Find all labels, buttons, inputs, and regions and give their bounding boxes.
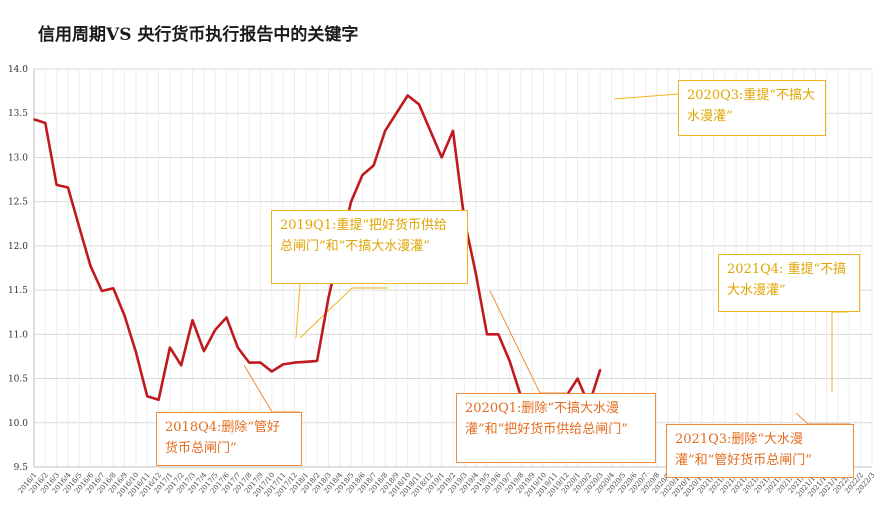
annotation-2021q3: 2021Q3:删除“大水漫灌”和“管好货币总闸门” xyxy=(666,424,854,478)
data-point xyxy=(191,319,194,321)
annotation-2019q1: 2019Q1:重提“把好货币供给总闸门”和“不搞大水漫灌” xyxy=(271,210,468,284)
data-point xyxy=(395,112,398,115)
y-tick-label: 9.5 xyxy=(14,463,29,473)
data-point xyxy=(327,297,330,299)
data-point xyxy=(304,360,307,363)
data-point xyxy=(135,351,137,353)
data-point xyxy=(203,350,205,352)
leader-2020q3 xyxy=(613,93,679,100)
leader-2021q4 xyxy=(831,311,848,392)
data-point xyxy=(486,333,488,336)
annotation-2020q3: 2020Q3:重提“不搞大水漫灌” xyxy=(678,80,826,136)
data-point xyxy=(259,361,262,364)
data-point xyxy=(271,370,273,373)
data-point xyxy=(452,130,454,132)
data-point xyxy=(78,226,81,229)
data-point xyxy=(101,290,103,292)
data-point xyxy=(89,265,92,268)
data-point xyxy=(440,156,443,159)
data-point xyxy=(497,333,500,336)
data-point xyxy=(418,103,420,106)
y-tick-label: 11.5 xyxy=(8,286,28,296)
y-tick-label: 12.5 xyxy=(8,198,28,208)
y-tick-label: 12.0 xyxy=(8,242,28,252)
data-point xyxy=(237,346,239,349)
data-point xyxy=(180,364,183,367)
y-tick-label: 11.0 xyxy=(8,330,28,340)
data-point xyxy=(406,94,409,97)
data-point xyxy=(293,361,296,364)
data-point xyxy=(282,363,284,366)
annotation-2020q1: 2020Q1:删除“不搞大水漫灌”和“把好货币供给总闸门” xyxy=(456,393,656,463)
data-point xyxy=(169,346,171,349)
data-point xyxy=(33,118,35,121)
y-tick-label: 10.0 xyxy=(8,419,28,429)
data-point xyxy=(67,186,69,189)
data-point xyxy=(350,200,352,203)
data-point xyxy=(599,368,602,371)
data-point xyxy=(474,271,477,274)
data-point xyxy=(361,174,364,176)
data-point xyxy=(214,329,216,331)
data-point xyxy=(55,184,58,186)
annotation-2021q4: 2021Q4: 重提“不搞大水漫灌” xyxy=(718,254,860,312)
data-point xyxy=(112,287,115,290)
data-point xyxy=(44,122,47,124)
y-tick-label: 10.5 xyxy=(8,375,28,385)
data-point xyxy=(508,360,511,362)
data-point xyxy=(576,377,579,380)
y-axis-ticks: 9.5 10.0 10.5 11.0 11.5 12.0 12.5 13.0 13.5 14.0 xyxy=(8,65,28,473)
data-point xyxy=(372,164,375,167)
y-tick-label: 13.5 xyxy=(8,109,28,119)
data-point xyxy=(157,398,160,401)
leader-2019q1 xyxy=(295,282,301,339)
annotation-2018q4: 2018Q4:删除“管好货币总闸门” xyxy=(156,412,302,466)
chart-title: 信用周期VS 央行货币执行报告中的关键字 xyxy=(38,25,359,45)
data-point xyxy=(429,130,432,132)
data-point xyxy=(316,360,318,362)
y-tick-label: 13.0 xyxy=(8,153,28,163)
data-point xyxy=(123,314,126,317)
data-point xyxy=(225,316,228,319)
data-point xyxy=(146,395,149,398)
data-point xyxy=(384,130,386,132)
y-tick-label: 14.0 xyxy=(8,65,28,75)
leader-2019q1-b xyxy=(299,287,388,339)
data-point xyxy=(248,361,250,364)
